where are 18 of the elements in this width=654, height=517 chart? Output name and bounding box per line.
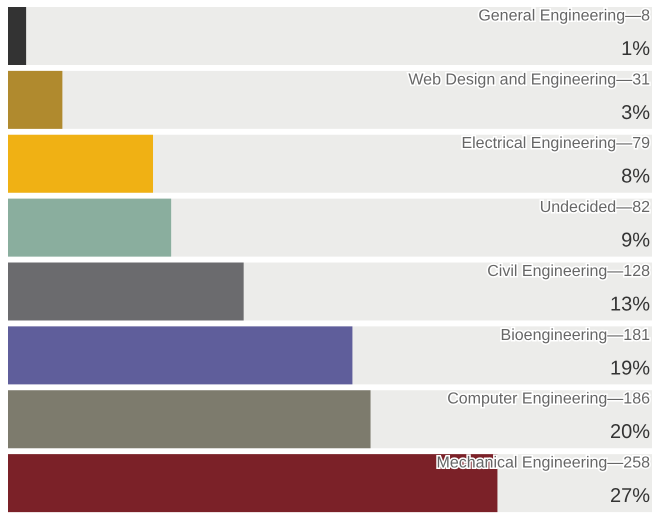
y-tick-label: Electrical Engineering—79 (461, 135, 650, 152)
data-label: 9% (621, 230, 650, 252)
y-tick-label: General Engineering—8 (478, 7, 650, 24)
y-tick-label: Bioengineering—181 (500, 326, 650, 344)
data-label: 19% (610, 357, 650, 380)
y-tick-label: Civil Engineering—128 (487, 262, 650, 280)
data-label: 3% (621, 102, 650, 124)
y-tick-label: Computer Engineering—186 (447, 390, 650, 408)
y-tick-label: Web Design and Engineering—31 (408, 71, 650, 88)
data-label: 27% (610, 485, 650, 508)
bar (8, 6, 26, 65)
y-tick-label: Undecided—82 (540, 199, 650, 216)
data-label: 13% (610, 293, 650, 316)
data-label: 8% (621, 166, 650, 188)
bar (8, 70, 62, 129)
data-label: 20% (610, 421, 650, 444)
bar (8, 134, 154, 193)
data-label: 1% (621, 38, 650, 60)
